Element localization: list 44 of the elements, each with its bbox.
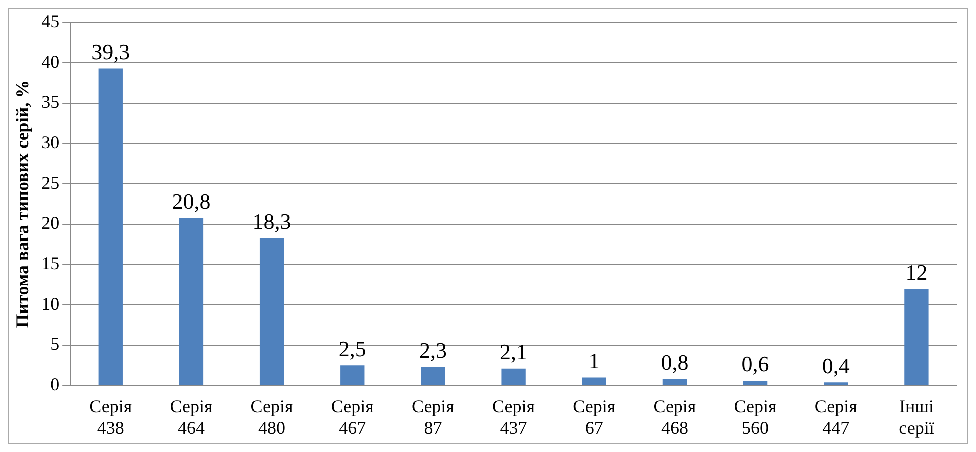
y-tick-label: 5 bbox=[50, 334, 60, 354]
y-tick-label: 25 bbox=[42, 172, 60, 193]
y-tick-label: 30 bbox=[42, 132, 60, 153]
bar bbox=[260, 238, 284, 386]
y-axis-title: Питома вага типових серій, % bbox=[12, 80, 32, 328]
x-tick-label: Серія 67 bbox=[573, 396, 616, 438]
y-tick-label: 10 bbox=[42, 294, 60, 314]
bar bbox=[502, 368, 526, 386]
data-label: 20,8 bbox=[172, 188, 211, 214]
x-tick-label: Серія 87 bbox=[412, 396, 454, 438]
x-tick-label: Серія 437 bbox=[492, 396, 536, 438]
bar bbox=[582, 378, 606, 386]
data-label: 39,3 bbox=[92, 40, 130, 65]
data-label: 12 bbox=[906, 260, 928, 285]
x-tick-label: Серія 560 bbox=[734, 396, 777, 438]
x-tick-label: Серія 468 bbox=[654, 396, 696, 438]
x-tick-label: Серія 467 bbox=[331, 396, 374, 438]
bar bbox=[743, 380, 768, 386]
bar bbox=[340, 366, 365, 386]
data-label: 0,4 bbox=[822, 353, 850, 378]
y-tick-label: 0 bbox=[50, 374, 60, 395]
x-tick-label: Інші серії bbox=[899, 396, 934, 438]
y-tick-label: 45 bbox=[42, 12, 60, 32]
data-label: 1 bbox=[588, 348, 600, 374]
bar bbox=[421, 367, 446, 386]
y-tick-label: 35 bbox=[42, 92, 60, 112]
data-label: 18,3 bbox=[252, 208, 292, 234]
data-label: 2,3 bbox=[419, 338, 447, 364]
data-label: 2,1 bbox=[500, 340, 528, 365]
bar bbox=[98, 68, 123, 386]
x-tick-label: Серія 464 bbox=[170, 396, 213, 438]
y-tick-label: 20 bbox=[42, 213, 60, 234]
bar bbox=[904, 289, 929, 386]
data-label: 2,5 bbox=[338, 336, 366, 362]
y-tick-label: 40 bbox=[42, 52, 60, 72]
x-tick-label: Серія 438 bbox=[90, 396, 132, 438]
data-label: 0,6 bbox=[742, 352, 770, 377]
bar bbox=[179, 218, 204, 386]
data-label: 0,8 bbox=[661, 350, 689, 376]
bar bbox=[824, 382, 848, 386]
x-tick-label: Серія 480 bbox=[250, 396, 294, 438]
bar bbox=[662, 379, 688, 386]
x-tick-label: Серія 447 bbox=[814, 396, 858, 438]
y-tick-label: 15 bbox=[42, 254, 60, 274]
